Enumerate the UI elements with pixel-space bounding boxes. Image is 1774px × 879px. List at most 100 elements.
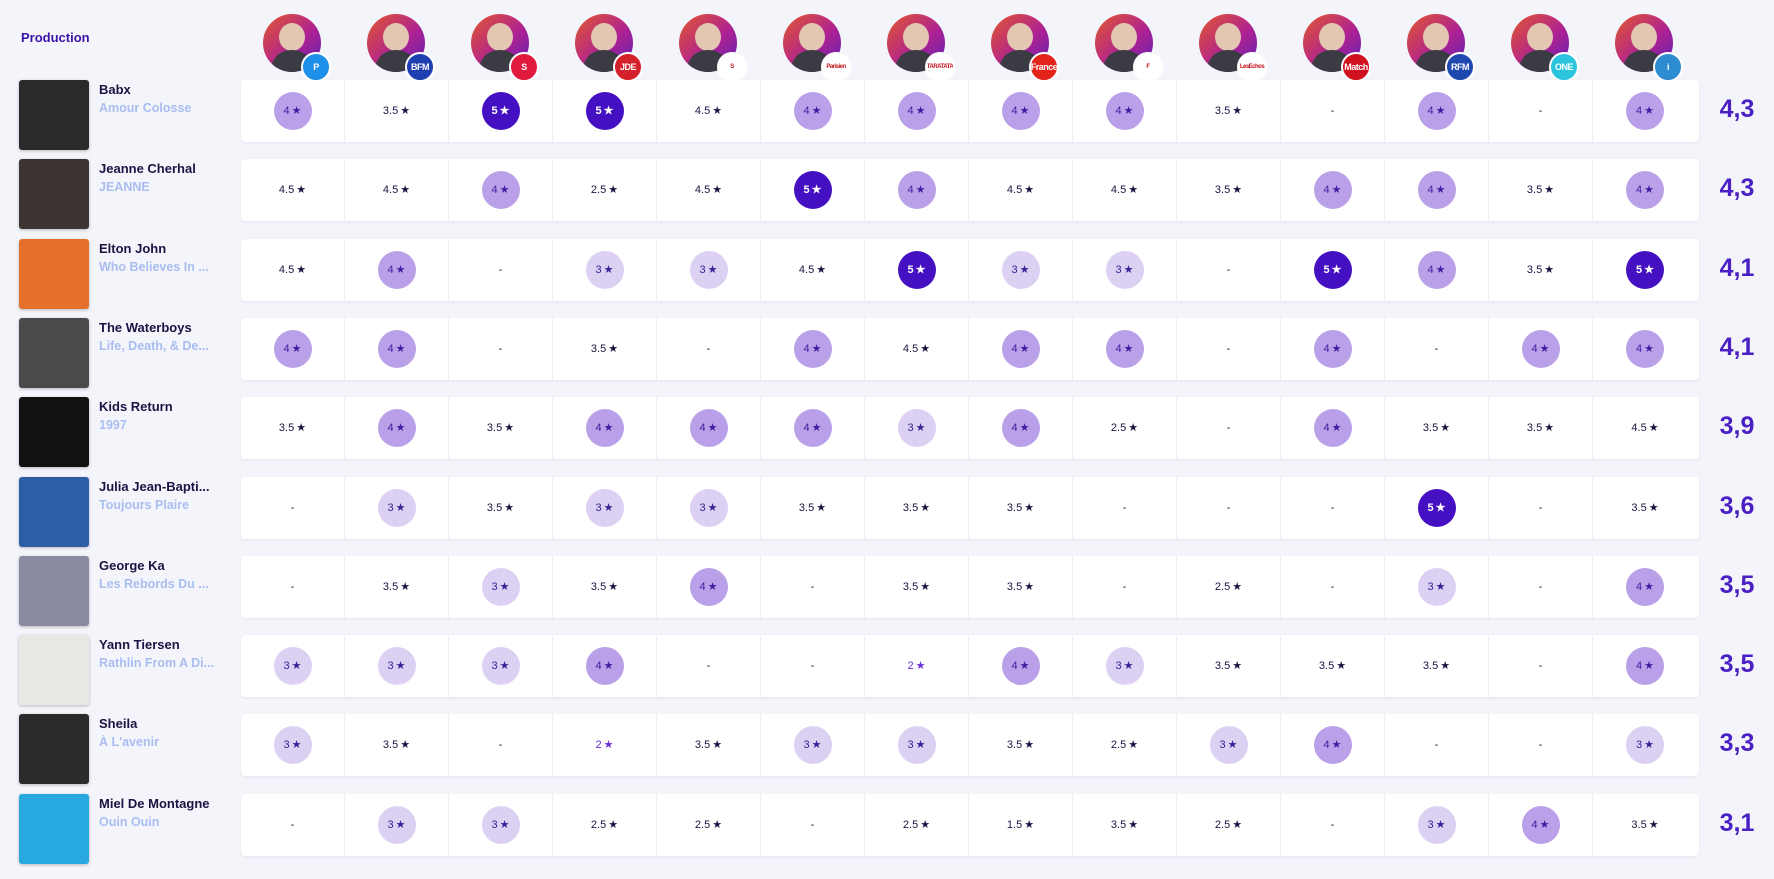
rating-cell[interactable]: -	[1281, 794, 1385, 856]
critic-8[interactable]: France	[969, 14, 1073, 82]
rating-cell[interactable]: -	[241, 794, 345, 856]
rating-cell[interactable]: 3 ★	[553, 239, 657, 301]
rating-cell[interactable]: 4 ★	[761, 397, 865, 459]
rating-cell[interactable]: 3.5 ★	[345, 556, 449, 618]
rating-cell[interactable]: -	[657, 318, 761, 380]
rating-cell[interactable]: 4 ★	[969, 80, 1073, 142]
album-cover[interactable]	[19, 80, 89, 150]
rating-cell[interactable]: 4 ★	[241, 80, 345, 142]
album-title[interactable]: Life, Death, & De...	[99, 339, 209, 353]
rating-cell[interactable]: 2.5 ★	[553, 159, 657, 221]
rating-cell[interactable]: 4.5 ★	[345, 159, 449, 221]
rating-cell[interactable]: 4 ★	[1593, 80, 1697, 142]
rating-cell[interactable]: 3.5 ★	[657, 714, 761, 776]
critic-3[interactable]: S	[449, 14, 553, 82]
rating-cell[interactable]: 4 ★	[345, 318, 449, 380]
rating-cell[interactable]: 5 ★	[1385, 477, 1489, 539]
rating-cell[interactable]: 2.5 ★	[1177, 794, 1281, 856]
rating-cell[interactable]: 4.5 ★	[241, 159, 345, 221]
album-title[interactable]: JEANNE	[99, 180, 150, 194]
rating-cell[interactable]: -	[1489, 635, 1593, 697]
rating-cell[interactable]: 4 ★	[1593, 318, 1697, 380]
rating-cell[interactable]: 3 ★	[449, 635, 553, 697]
rating-cell[interactable]: 4.5 ★	[1073, 159, 1177, 221]
rating-cell[interactable]: 4 ★	[553, 397, 657, 459]
critic-4[interactable]: JDE	[553, 14, 657, 82]
rating-cell[interactable]: 3.5 ★	[1073, 794, 1177, 856]
critic-avatar[interactable]	[367, 14, 425, 72]
album-cover[interactable]	[19, 397, 89, 467]
rating-cell[interactable]: 4 ★	[1281, 318, 1385, 380]
rating-cell[interactable]: 2.5 ★	[1177, 556, 1281, 618]
rating-cell[interactable]: 3.5 ★	[865, 556, 969, 618]
artist-name[interactable]: Yann Tiersen	[99, 637, 180, 652]
rating-cell[interactable]: 3.5 ★	[865, 477, 969, 539]
rating-cell[interactable]: 4 ★	[1489, 318, 1593, 380]
rating-cell[interactable]: -	[1073, 477, 1177, 539]
rating-cell[interactable]: 4 ★	[1593, 556, 1697, 618]
rating-cell[interactable]: 3 ★	[345, 635, 449, 697]
rating-cell[interactable]: 3.5 ★	[1385, 397, 1489, 459]
album-title[interactable]: Les Rebords Du ...	[99, 577, 209, 591]
critic-14[interactable]: i	[1593, 14, 1697, 82]
rating-cell[interactable]: 3.5 ★	[1177, 159, 1281, 221]
rating-cell[interactable]: 2.5 ★	[1073, 397, 1177, 459]
album-title[interactable]: Toujours Plaire	[99, 498, 190, 512]
rating-cell[interactable]: 3.5 ★	[1489, 159, 1593, 221]
rating-cell[interactable]: 3.5 ★	[345, 714, 449, 776]
rating-cell[interactable]: -	[761, 635, 865, 697]
critic-9[interactable]: F	[1073, 14, 1177, 82]
album-row[interactable]: Yann Tiersen Rathlin From A Di... 3 ★ 3 ★ 3 ★ 4 ★…	[0, 635, 1774, 715]
rating-cell[interactable]: -	[449, 318, 553, 380]
rating-cell[interactable]: 3 ★	[1073, 239, 1177, 301]
rating-cell[interactable]: -	[1281, 556, 1385, 618]
rating-cell[interactable]: 4 ★	[345, 239, 449, 301]
rating-cell[interactable]: 5 ★	[1593, 239, 1697, 301]
rating-cell[interactable]: 5 ★	[761, 159, 865, 221]
rating-cell[interactable]: 3 ★	[449, 556, 553, 618]
rating-cell[interactable]: 3 ★	[345, 794, 449, 856]
album-cover[interactable]	[19, 794, 89, 864]
rating-cell[interactable]: 3 ★	[657, 477, 761, 539]
rating-cell[interactable]: -	[761, 556, 865, 618]
rating-cell[interactable]: 3.5 ★	[345, 80, 449, 142]
rating-cell[interactable]: -	[241, 477, 345, 539]
rating-cell[interactable]: -	[1073, 556, 1177, 618]
rating-cell[interactable]: 3 ★	[865, 714, 969, 776]
rating-cell[interactable]: 4 ★	[1593, 159, 1697, 221]
rating-cell[interactable]: 3 ★	[449, 794, 553, 856]
rating-cell[interactable]: -	[657, 635, 761, 697]
album-cover[interactable]	[19, 556, 89, 626]
rating-cell[interactable]: 4 ★	[1489, 794, 1593, 856]
rating-cell[interactable]: 4 ★	[969, 318, 1073, 380]
album-cover[interactable]	[19, 635, 89, 705]
rating-cell[interactable]: -	[1177, 239, 1281, 301]
rating-cell[interactable]: 4 ★	[1385, 239, 1489, 301]
album-title[interactable]: Rathlin From A Di...	[99, 656, 215, 670]
artist-name[interactable]: Miel De Montagne	[99, 796, 210, 811]
album-row[interactable]: Sheila À L'avenir 3 ★ 3.5 ★ -2 ★ 3.5 ★ 3 ★ 3 ★ 3.5 ★ 2.5…	[0, 714, 1774, 794]
rating-cell[interactable]: 5 ★	[449, 80, 553, 142]
rating-cell[interactable]: 3.5 ★	[1177, 80, 1281, 142]
rating-cell[interactable]: 2 ★	[553, 714, 657, 776]
rating-cell[interactable]: 4.5 ★	[1593, 397, 1697, 459]
critic-6[interactable]: Parisien	[761, 14, 865, 82]
rating-cell[interactable]: 4.5 ★	[865, 318, 969, 380]
critic-2[interactable]: BFM	[345, 14, 449, 82]
album-title[interactable]: Ouin Ouin	[99, 815, 160, 829]
rating-cell[interactable]: -	[449, 714, 553, 776]
rating-cell[interactable]: 4.5 ★	[657, 159, 761, 221]
rating-cell[interactable]: 3 ★	[241, 635, 345, 697]
rating-cell[interactable]: -	[1177, 318, 1281, 380]
rating-cell[interactable]: -	[761, 794, 865, 856]
artist-name[interactable]: Elton John	[99, 241, 167, 256]
artist-name[interactable]: George Ka	[99, 558, 165, 573]
rating-cell[interactable]: 3.5 ★	[969, 556, 1073, 618]
rating-cell[interactable]: -	[449, 239, 553, 301]
album-row[interactable]: Jeanne Cherhal JEANNE 4.5 ★ 4.5 ★ 4 ★ 2.5 ★ 4.5 ★ 5 ★…	[0, 159, 1774, 239]
rating-cell[interactable]: -	[1177, 477, 1281, 539]
critic-avatar[interactable]	[1615, 14, 1673, 72]
album-title[interactable]: À L'avenir	[99, 735, 159, 749]
rating-cell[interactable]: -	[1281, 477, 1385, 539]
rating-cell[interactable]: 3.5 ★	[553, 556, 657, 618]
